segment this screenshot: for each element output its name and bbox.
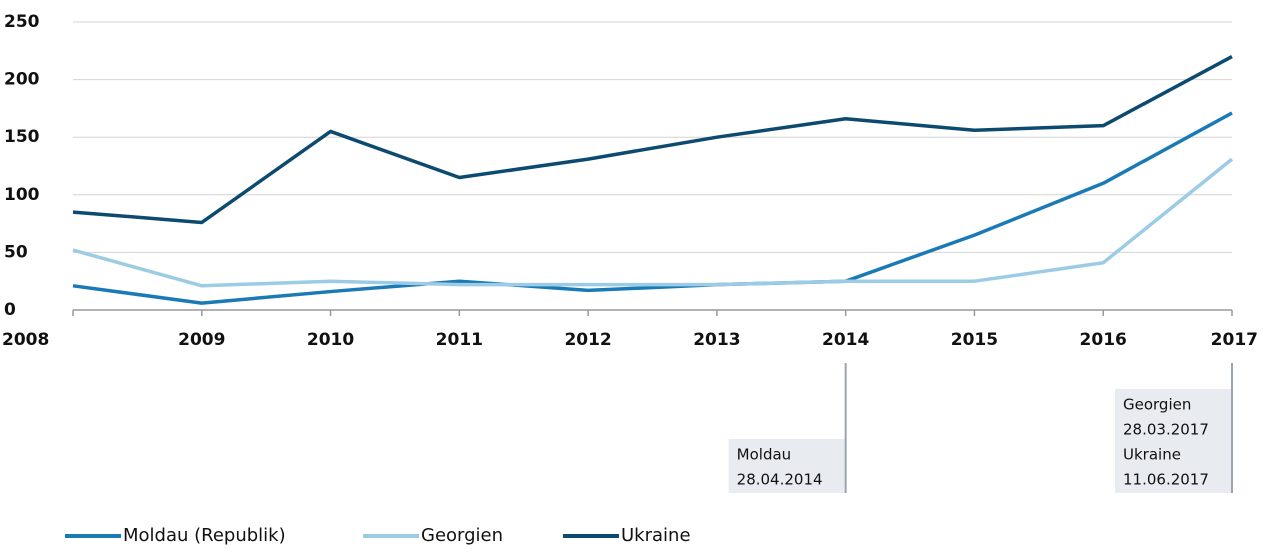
- annotation-text: Ukraine: [1123, 446, 1181, 464]
- x-tick-label: 2008: [2, 330, 49, 350]
- x-tick-label: 2013: [693, 330, 740, 350]
- y-tick-label: 0: [4, 300, 16, 320]
- y-tick-label: 50: [4, 242, 28, 262]
- legend-label: Georgien: [421, 525, 503, 546]
- series-line: [72, 55, 1233, 225]
- legend-label: Moldau (Republik): [123, 525, 286, 546]
- y-tick-label: 150: [4, 127, 40, 147]
- y-tick-label: 100: [4, 185, 40, 205]
- series-line: [72, 111, 1233, 305]
- x-tick-label: 2011: [436, 330, 483, 350]
- x-tick-label: 2016: [1080, 330, 1127, 350]
- x-tick-label: 2009: [178, 330, 225, 350]
- x-tick-label: 2010: [307, 330, 354, 350]
- series-line: [72, 157, 1234, 288]
- annotation-box: [728, 439, 846, 493]
- y-tick-label: 200: [4, 70, 40, 90]
- annotation-text: Georgien: [1123, 396, 1191, 414]
- annotation-text: 28.03.2017: [1123, 421, 1209, 439]
- x-tick-label: 2014: [822, 330, 869, 350]
- x-tick-label: 2012: [564, 330, 611, 350]
- x-tick-label: 2015: [951, 330, 998, 350]
- y-tick-label: 250: [4, 12, 40, 32]
- annotation-text: 28.04.2014: [737, 471, 823, 489]
- annotation-text: Moldau: [737, 446, 792, 464]
- annotation-text: 11.06.2017: [1123, 471, 1209, 489]
- x-tick-label: 2017: [1211, 330, 1258, 350]
- annotation-box: [1115, 389, 1232, 493]
- legend-label: Ukraine: [621, 525, 691, 546]
